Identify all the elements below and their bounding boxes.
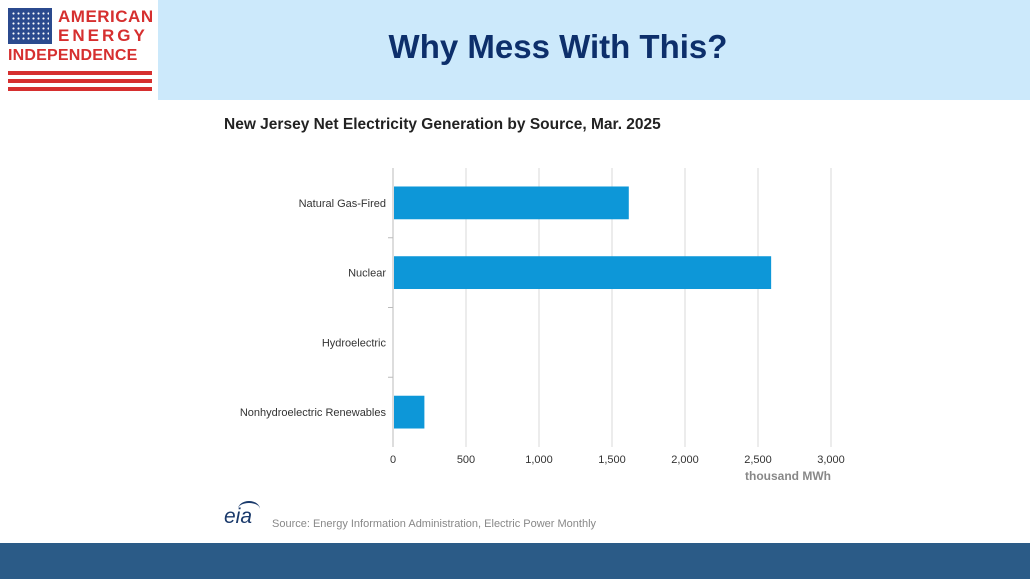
x-axis-label: thousand MWh xyxy=(745,469,831,483)
category-label: Nuclear xyxy=(348,268,386,280)
source-note: Source: Energy Information Administratio… xyxy=(272,518,597,530)
logo-text-american: AMERICAN xyxy=(58,7,154,26)
category-label: Natural Gas-Fired xyxy=(299,198,386,210)
flag-icon xyxy=(8,8,52,44)
category-label: Hydroelectric xyxy=(322,337,387,349)
x-tick-label: 2,000 xyxy=(671,454,699,466)
bar-chart: 0 500 1,000 1,500 2,000 2,500 3,000 Natural Gas… xyxy=(240,168,845,483)
logo-stripe xyxy=(8,79,152,83)
category-label: Nonhydroelectric Renewables xyxy=(240,407,387,419)
logo-text-independence: INDEPENDENCE xyxy=(8,47,138,64)
bar xyxy=(394,186,629,220)
x-tick-label: 500 xyxy=(457,454,475,466)
logo-stripe xyxy=(8,87,152,91)
header-band xyxy=(158,0,1030,100)
footer-band xyxy=(0,543,1030,579)
logo-text-energy: ENERGY xyxy=(58,26,148,45)
x-tick-label: 2,500 xyxy=(744,454,772,466)
x-tick-label: 0 xyxy=(390,454,396,466)
eia-logo: eia xyxy=(224,505,253,528)
eia-logo-arc xyxy=(238,501,260,517)
bar xyxy=(394,395,425,429)
x-tick-label: 1,000 xyxy=(525,454,553,466)
logo-stripe xyxy=(8,71,152,75)
logo: AMERICAN ENERGY INDEPENDENCE xyxy=(0,0,158,100)
x-tick-label: 3,000 xyxy=(817,454,845,466)
slide-title: Why Mess With This? xyxy=(388,28,728,65)
source-row: eia Source: Energy Information Administr… xyxy=(224,501,724,535)
bar xyxy=(394,256,772,290)
x-tick-label: 1,500 xyxy=(598,454,626,466)
chart-title: New Jersey Net Electricity Generation by… xyxy=(224,116,661,133)
